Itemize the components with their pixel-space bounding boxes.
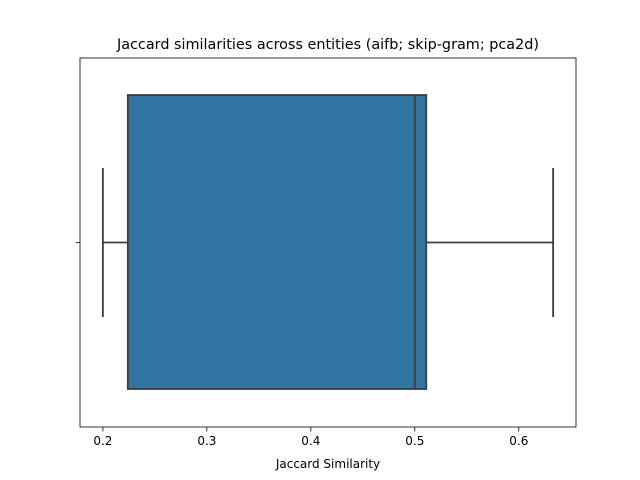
iqr-box — [126, 94, 428, 390]
plot-area — [101, 94, 555, 390]
x-tick-label: 0.5 — [405, 434, 424, 448]
x-tick-label: 0.4 — [301, 434, 320, 448]
x-tick-label: 0.2 — [93, 434, 112, 448]
x-tick-label: 0.3 — [197, 434, 216, 448]
chart-title: Jaccard similarities across entities (ai… — [116, 37, 539, 53]
x-tick-label: 0.6 — [509, 434, 528, 448]
x-axis: 0.2 0.3 0.4 0.5 0.6 — [93, 427, 528, 448]
x-axis-label: Jaccard Similarity — [275, 457, 380, 471]
